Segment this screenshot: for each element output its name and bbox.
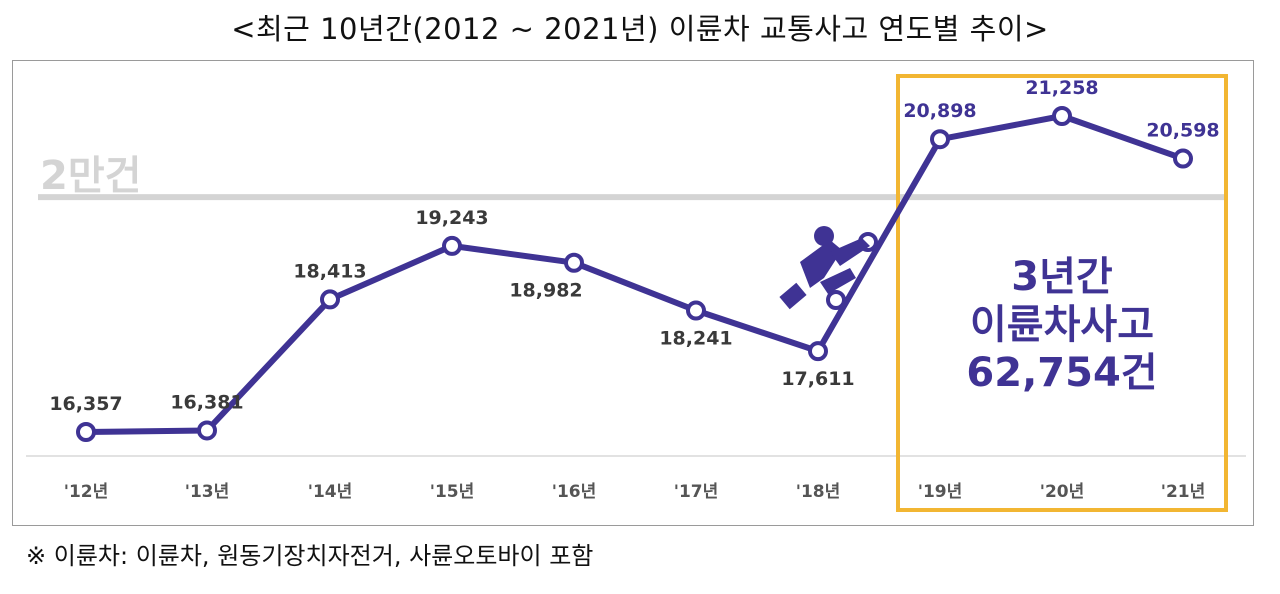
x-tick-label: '12년 bbox=[64, 482, 109, 502]
data-label: 21,258 bbox=[1025, 77, 1098, 99]
data-point bbox=[564, 252, 584, 273]
data-point bbox=[320, 289, 340, 310]
data-point bbox=[808, 341, 828, 362]
x-tick-label: '21년 bbox=[1161, 482, 1206, 502]
x-tick-label: '20년 bbox=[1040, 482, 1085, 502]
highlight-text-line: 이륜차사고 bbox=[970, 302, 1154, 348]
scooter-icon bbox=[779, 226, 878, 310]
data-label: 16,357 bbox=[49, 393, 122, 415]
data-label: 18,413 bbox=[293, 260, 366, 282]
data-label: 18,982 bbox=[509, 280, 582, 302]
data-label: 20,898 bbox=[903, 100, 976, 122]
data-point bbox=[442, 235, 462, 256]
chart-frame bbox=[12, 60, 1254, 526]
highlight-text-line: 3년간 bbox=[1011, 254, 1113, 300]
data-label: 19,243 bbox=[415, 207, 488, 229]
x-tick-label: '18년 bbox=[796, 482, 841, 502]
x-tick-label: '15년 bbox=[430, 482, 475, 502]
data-label: 16,381 bbox=[170, 391, 243, 413]
x-tick-label: '13년 bbox=[185, 482, 230, 502]
highlight-box bbox=[896, 74, 1228, 512]
x-tick-label: '14년 bbox=[308, 482, 353, 502]
chart-title: <최근 10년간(2012 ~ 2021년) 이륜차 교통사고 연도별 추이> bbox=[231, 12, 1049, 46]
data-point bbox=[686, 300, 706, 321]
highlight-text-line: 62,754건 bbox=[966, 350, 1157, 396]
x-tick-label: '19년 bbox=[918, 482, 963, 502]
data-label: 17,611 bbox=[781, 368, 854, 390]
data-point bbox=[76, 422, 96, 442]
series-line bbox=[85, 113, 1184, 435]
data-point bbox=[197, 420, 217, 441]
x-tick-label: '16년 bbox=[552, 482, 597, 502]
data-point bbox=[930, 129, 950, 150]
data-point bbox=[1173, 148, 1193, 169]
reference-line-label: 2만건 bbox=[40, 153, 141, 199]
data-label: 20,598 bbox=[1146, 120, 1219, 142]
footnote: ※ 이륜차: 이륜차, 원동기장치자전거, 사륜오토바이 포함 bbox=[26, 542, 594, 570]
x-tick-label: '17년 bbox=[674, 482, 719, 502]
data-point bbox=[1052, 106, 1072, 126]
data-label: 18,241 bbox=[659, 328, 732, 350]
